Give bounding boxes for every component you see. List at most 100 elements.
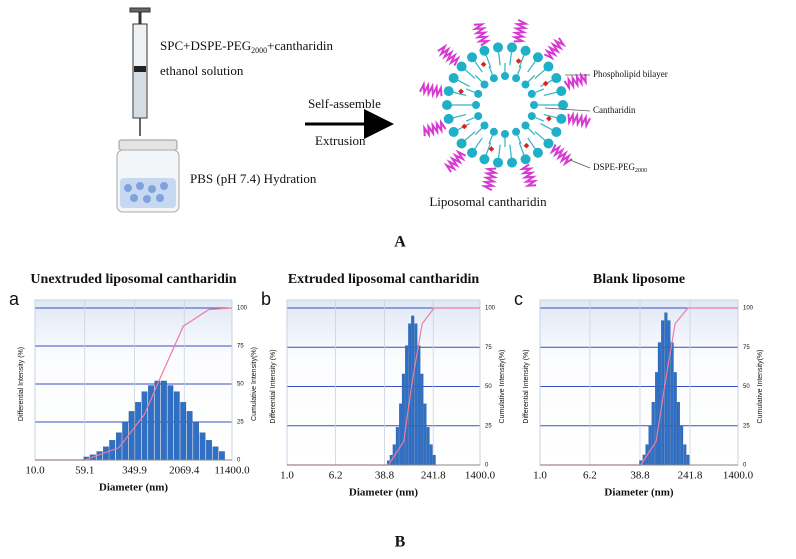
mixture-text: ethanol solution: [160, 63, 244, 78]
bar: [186, 411, 193, 461]
y2-tick-label: 25: [485, 423, 492, 429]
lipid-tail: [534, 68, 546, 79]
bar: [218, 451, 225, 461]
x-tick-label: 2069.4: [169, 465, 200, 477]
lipid-head: [456, 138, 467, 149]
bar: [657, 342, 661, 466]
lipid-tail: [518, 54, 525, 68]
mixture-text: SPC+DSPE-PEG2000+cantharidin: [160, 38, 333, 55]
lipid-head: [443, 86, 454, 97]
bar: [180, 402, 187, 461]
plot-area: [286, 299, 481, 466]
x-tick-label: 1.0: [533, 470, 547, 482]
plot-area: [539, 299, 739, 466]
lipid-tail: [464, 68, 476, 79]
step-text: Self-assemble: [308, 96, 381, 111]
x-tick-label: 10.0: [25, 465, 45, 477]
lipid-tail: [517, 135, 522, 145]
drug: [523, 142, 530, 149]
lipid-head: [479, 45, 490, 56]
y2-tick-label: 0: [485, 463, 489, 469]
lipid-head: [543, 138, 554, 149]
bar: [423, 403, 427, 466]
bar: [426, 427, 430, 466]
lipid-head: [501, 130, 509, 138]
bar: [680, 425, 684, 466]
drug: [542, 80, 549, 87]
bar: [135, 402, 141, 461]
lipid-head: [480, 80, 489, 89]
jar: [116, 139, 180, 213]
peg-chain: [437, 43, 461, 67]
y2-tick-label: 25: [237, 420, 244, 426]
panel-letter: c: [514, 289, 523, 309]
bar: [664, 312, 668, 466]
lipid-head: [474, 112, 483, 121]
liposome: [419, 19, 591, 191]
bar: [651, 402, 655, 466]
peg-chain: [549, 143, 573, 167]
y2-tick-label: 75: [485, 345, 492, 351]
y-axis-label: Differential Intensity (%): [270, 349, 277, 423]
panel-letter: b: [261, 289, 271, 309]
lipid-tail: [473, 60, 483, 73]
bar: [676, 402, 680, 466]
subscript: 2000: [635, 168, 647, 174]
panel-label: A: [394, 234, 406, 251]
bar: [648, 425, 652, 466]
drug: [546, 115, 552, 122]
x-tick-label: 11400.0: [214, 465, 250, 477]
bar: [193, 421, 199, 461]
lipid-tail: [465, 88, 475, 93]
y2-tick-label: 100: [237, 306, 248, 312]
y2-tick-label: 0: [743, 463, 747, 469]
bar: [160, 380, 167, 461]
y-axis-label: Differential Intensity (%): [18, 347, 25, 421]
lipid-tail: [527, 60, 537, 73]
cumulative-line: [35, 307, 233, 461]
lipid-head: [521, 121, 530, 130]
bar: [432, 454, 436, 466]
lipid-tail: [485, 142, 492, 156]
x-tick-label: 349.9: [122, 465, 147, 477]
lipid-tail: [488, 135, 493, 145]
x-tick-label: 59.1: [75, 465, 94, 477]
lipid-head: [489, 127, 498, 136]
lipid-head: [520, 154, 531, 165]
lipid-tail: [474, 74, 483, 83]
bar: [673, 372, 677, 466]
peg-chain: [480, 167, 499, 191]
lipid-head: [512, 127, 521, 136]
bar: [154, 380, 161, 461]
bar: [167, 385, 174, 461]
lipid-head: [556, 113, 567, 124]
bar: [405, 345, 409, 466]
lipid-head: [506, 157, 517, 168]
bar: [411, 315, 415, 466]
x-tick-label: 6.2: [329, 470, 343, 482]
x-tick-label: 241.8: [678, 470, 703, 482]
peg-chain: [567, 111, 591, 130]
lipid-tail: [509, 144, 513, 159]
y-axis-label: Differential Intensity (%): [523, 349, 530, 423]
chart-title: Unextruded liposomal cantharidin: [30, 272, 236, 287]
lipid-head: [493, 42, 504, 53]
peg-chain: [443, 149, 467, 173]
lipid-head: [530, 101, 538, 109]
peg-chain: [423, 118, 447, 139]
label: Phospholipid bilayer: [593, 69, 668, 79]
y2-tick-label: 0: [237, 458, 241, 464]
lipid-head: [480, 121, 489, 130]
y2-tick-label: 50: [237, 382, 244, 388]
drug: [480, 61, 487, 68]
lipid-tail: [497, 144, 501, 159]
lipid-head: [456, 61, 467, 72]
lipid-head: [532, 147, 543, 158]
lipid-tail: [535, 117, 545, 122]
peg-chain: [543, 37, 567, 61]
y2-axis-label: Cumulative Intensity(%): [499, 350, 506, 424]
lipid-head: [527, 89, 536, 98]
product-label: Liposomal cantharidin: [429, 194, 547, 209]
x-axis-label: Diameter (nm): [604, 487, 673, 499]
